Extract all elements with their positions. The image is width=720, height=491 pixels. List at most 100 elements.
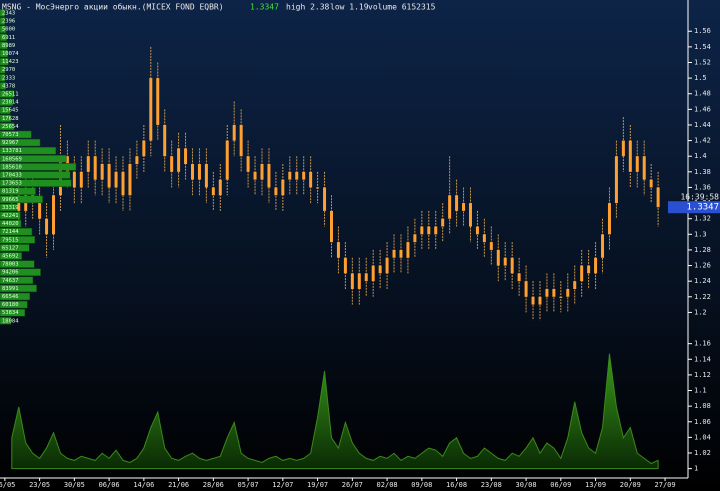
- y-tick-label: 1.3: [694, 230, 707, 238]
- profile-bar: [0, 114, 12, 123]
- bar-body: [163, 124, 167, 157]
- profile-label: 185610: [2, 164, 22, 170]
- bar-body: [260, 164, 264, 180]
- y-tick-label: 1.26: [694, 262, 711, 270]
- profile-bar: [0, 74, 6, 82]
- x-tick-label: 16/05: [0, 481, 15, 489]
- bar-body: [45, 218, 49, 235]
- x-tick-label: 20/09: [620, 481, 641, 489]
- bar-body: [378, 265, 382, 274]
- profile-label: 170433: [2, 173, 22, 179]
- profile-label: 2343: [2, 11, 15, 17]
- bar-body: [524, 281, 528, 297]
- price-box: [668, 201, 720, 214]
- bar-body: [517, 273, 521, 282]
- bar-body: [267, 164, 271, 188]
- header-volume: volume 6152315: [368, 3, 436, 12]
- x-tick-label: 02/08: [377, 481, 398, 489]
- bar-body: [274, 187, 278, 196]
- profile-label: 81319: [2, 189, 19, 195]
- profile-label: 83991: [2, 286, 19, 292]
- profile-label: 26511: [2, 92, 19, 98]
- bar-body: [482, 234, 486, 243]
- header-low: low 1.19: [330, 3, 369, 12]
- y-tick-label: 1.4: [694, 152, 707, 160]
- x-tick-label: 06/09: [550, 481, 571, 489]
- profile-bar: [0, 171, 71, 179]
- bar-body: [38, 203, 42, 219]
- bar-body: [336, 242, 340, 258]
- bar-body: [211, 187, 215, 196]
- bar-body: [552, 288, 556, 297]
- bar-body: [177, 148, 181, 172]
- time-label: 16:39:58: [680, 193, 719, 202]
- profile-bar: [0, 268, 41, 276]
- bar-body: [413, 234, 417, 243]
- profile-bar: [0, 252, 22, 260]
- bar-body: [614, 156, 618, 204]
- profile-label: 79515: [2, 237, 19, 243]
- header-title: MSNG - МосЭнерго акции обыкн.(MICEX FOND…: [2, 2, 224, 12]
- profile-bar: [0, 292, 31, 301]
- y-tick-label: 1.52: [694, 58, 711, 66]
- bar-body: [628, 140, 632, 172]
- y-tick-label: 1.12: [694, 371, 711, 379]
- y-tick-label: 1.56: [694, 27, 711, 35]
- bar-body: [441, 218, 445, 227]
- profile-label: 133781: [2, 148, 22, 154]
- bar-body: [246, 156, 250, 172]
- bar-body: [656, 187, 660, 208]
- bar-body: [364, 273, 368, 282]
- bar-body: [204, 164, 208, 188]
- bar-body: [427, 226, 431, 235]
- x-tick-label: 30/05: [64, 481, 85, 489]
- bar-body: [420, 226, 424, 235]
- bar-body: [149, 78, 153, 141]
- bar-body: [559, 296, 563, 298]
- profile-label: 18084: [2, 318, 19, 324]
- bar-body: [323, 187, 327, 211]
- profile-bar: [0, 155, 67, 163]
- bar-body: [434, 226, 438, 235]
- profile-label: 92967: [2, 140, 19, 146]
- bar-body: [170, 156, 174, 172]
- profile-label: 60180: [2, 302, 19, 308]
- bar-body: [510, 257, 514, 274]
- bar-body: [135, 156, 139, 165]
- profile-bar: [0, 9, 6, 17]
- header-high: high 2.38: [286, 3, 330, 12]
- bar-body: [621, 140, 625, 157]
- y-tick-label: 1.22: [694, 293, 711, 301]
- bar-body: [17, 195, 21, 211]
- profile-label: 15645: [2, 108, 19, 114]
- y-tick-label: 1.48: [694, 90, 711, 98]
- bar-body: [239, 124, 243, 157]
- y-tick-label: 1.36: [694, 183, 711, 191]
- bar-body: [191, 164, 195, 180]
- profile-bar: [0, 236, 36, 244]
- y-tick-label: 1.16: [694, 340, 711, 348]
- bar-body: [607, 203, 611, 235]
- y-tick-label: 1.08: [694, 402, 711, 410]
- x-tick-label: 19/07: [307, 481, 328, 489]
- profile-label: 2396: [2, 19, 15, 25]
- bar-body: [329, 210, 333, 243]
- profile-label: 160569: [2, 156, 22, 162]
- profile-bar: [0, 41, 8, 50]
- x-tick-label: 06/06: [99, 481, 120, 489]
- profile-bar: [0, 187, 36, 195]
- profile-label: 8989: [2, 43, 15, 49]
- x-tick-label: 09/08: [411, 481, 432, 489]
- x-tick-label: 26/07: [342, 481, 363, 489]
- profile-bar: [0, 227, 33, 236]
- profile-bar: [0, 106, 11, 114]
- profile-label: 44020: [2, 221, 19, 227]
- profile-label: 66546: [2, 294, 19, 300]
- bar-body: [468, 203, 472, 227]
- profile-label: 65127: [2, 245, 19, 251]
- bar-body: [649, 179, 653, 188]
- bar-body: [601, 234, 605, 258]
- bar-body: [107, 164, 111, 188]
- bar-body: [142, 140, 146, 157]
